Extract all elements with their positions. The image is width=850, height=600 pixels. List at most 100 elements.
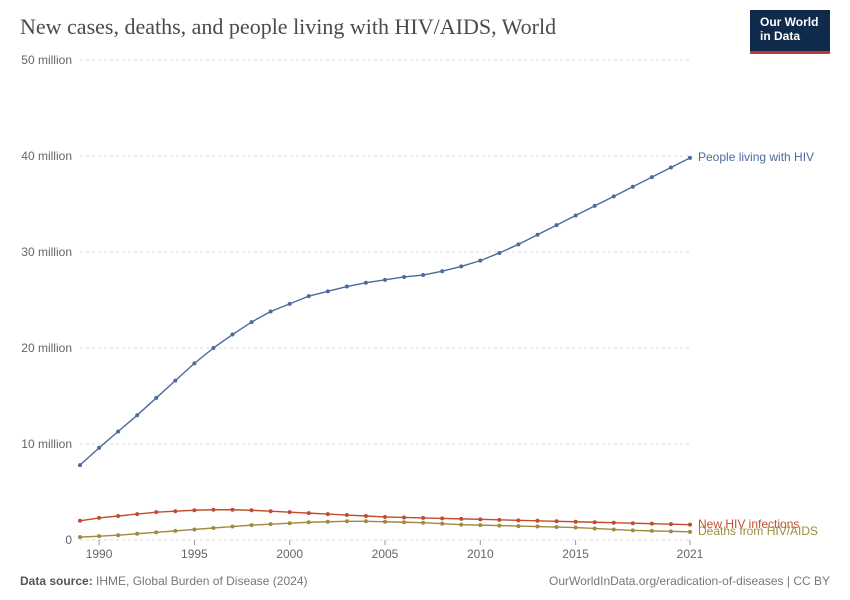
series-marker-people-living-with-hiv — [402, 275, 406, 279]
series-marker-new-hiv-infections — [497, 518, 501, 522]
x-tick-label: 2015 — [562, 547, 589, 561]
series-marker-deaths-from-hiv-aids — [135, 532, 139, 536]
series-line-people-living-with-hiv — [80, 158, 690, 465]
series-marker-deaths-from-hiv-aids — [650, 529, 654, 533]
series-marker-new-hiv-infections — [593, 520, 597, 524]
series-marker-people-living-with-hiv — [135, 413, 139, 417]
footer-right: OurWorldInData.org/eradication-of-diseas… — [549, 574, 830, 588]
series-marker-deaths-from-hiv-aids — [593, 526, 597, 530]
y-tick-label: 30 million — [21, 245, 72, 259]
series-marker-new-hiv-infections — [211, 508, 215, 512]
series-marker-new-hiv-infections — [440, 516, 444, 520]
series-marker-new-hiv-infections — [650, 522, 654, 526]
series-marker-new-hiv-infections — [345, 513, 349, 517]
series-marker-people-living-with-hiv — [307, 294, 311, 298]
x-tick-label: 2021 — [677, 547, 704, 561]
series-marker-deaths-from-hiv-aids — [421, 521, 425, 525]
series-marker-new-hiv-infections — [536, 519, 540, 523]
series-marker-new-hiv-infections — [173, 509, 177, 513]
series-marker-deaths-from-hiv-aids — [440, 522, 444, 526]
series-marker-people-living-with-hiv — [497, 251, 501, 255]
series-marker-people-living-with-hiv — [97, 446, 101, 450]
series-marker-deaths-from-hiv-aids — [459, 523, 463, 527]
series-marker-people-living-with-hiv — [78, 463, 82, 467]
series-marker-people-living-with-hiv — [326, 289, 330, 293]
series-marker-deaths-from-hiv-aids — [173, 529, 177, 533]
series-marker-people-living-with-hiv — [593, 204, 597, 208]
series-marker-new-hiv-infections — [231, 508, 235, 512]
series-marker-people-living-with-hiv — [440, 269, 444, 273]
series-marker-deaths-from-hiv-aids — [345, 519, 349, 523]
series-marker-deaths-from-hiv-aids — [97, 534, 101, 538]
series-marker-new-hiv-infections — [307, 511, 311, 515]
series-marker-people-living-with-hiv — [688, 156, 692, 160]
series-marker-deaths-from-hiv-aids — [555, 525, 559, 529]
series-marker-deaths-from-hiv-aids — [497, 524, 501, 528]
series-marker-people-living-with-hiv — [536, 233, 540, 237]
series-marker-deaths-from-hiv-aids — [688, 530, 692, 534]
x-tick-label: 2000 — [276, 547, 303, 561]
series-marker-people-living-with-hiv — [421, 273, 425, 277]
series-marker-new-hiv-infections — [612, 521, 616, 525]
series-marker-deaths-from-hiv-aids — [288, 521, 292, 525]
series-marker-new-hiv-infections — [135, 512, 139, 516]
y-tick-label: 0 — [65, 533, 72, 547]
series-marker-people-living-with-hiv — [631, 185, 635, 189]
series-marker-deaths-from-hiv-aids — [669, 529, 673, 533]
series-marker-deaths-from-hiv-aids — [116, 533, 120, 537]
chart-svg: 010 million20 million30 million40 millio… — [0, 0, 850, 600]
series-marker-deaths-from-hiv-aids — [269, 522, 273, 526]
series-marker-people-living-with-hiv — [211, 346, 215, 350]
series-marker-deaths-from-hiv-aids — [478, 523, 482, 527]
y-tick-label: 20 million — [21, 341, 72, 355]
series-marker-people-living-with-hiv — [269, 310, 273, 314]
series-marker-new-hiv-infections — [364, 514, 368, 518]
series-marker-people-living-with-hiv — [250, 320, 254, 324]
series-marker-new-hiv-infections — [97, 516, 101, 520]
series-label-deaths-from-hiv-aids: Deaths from HIV/AIDS — [698, 524, 818, 538]
series-marker-deaths-from-hiv-aids — [516, 524, 520, 528]
series-marker-new-hiv-infections — [688, 523, 692, 527]
series-marker-people-living-with-hiv — [173, 379, 177, 383]
series-marker-new-hiv-infections — [192, 508, 196, 512]
series-marker-deaths-from-hiv-aids — [231, 525, 235, 529]
series-marker-people-living-with-hiv — [345, 285, 349, 289]
chart-footer: Data source: IHME, Global Burden of Dise… — [20, 574, 830, 588]
series-marker-people-living-with-hiv — [574, 214, 578, 218]
source-text: IHME, Global Burden of Disease (2024) — [96, 574, 307, 588]
series-marker-new-hiv-infections — [669, 522, 673, 526]
series-marker-people-living-with-hiv — [669, 166, 673, 170]
series-marker-new-hiv-infections — [326, 512, 330, 516]
series-marker-new-hiv-infections — [574, 520, 578, 524]
series-marker-people-living-with-hiv — [231, 333, 235, 337]
x-tick-label: 1995 — [181, 547, 208, 561]
series-marker-deaths-from-hiv-aids — [402, 520, 406, 524]
chart-container: New cases, deaths, and people living wit… — [0, 0, 850, 600]
series-marker-new-hiv-infections — [478, 517, 482, 521]
y-tick-label: 10 million — [21, 437, 72, 451]
series-marker-deaths-from-hiv-aids — [250, 523, 254, 527]
series-marker-new-hiv-infections — [516, 518, 520, 522]
series-marker-deaths-from-hiv-aids — [192, 527, 196, 531]
series-marker-deaths-from-hiv-aids — [326, 520, 330, 524]
series-marker-people-living-with-hiv — [459, 264, 463, 268]
series-marker-people-living-with-hiv — [364, 281, 368, 285]
series-marker-people-living-with-hiv — [650, 175, 654, 179]
series-marker-deaths-from-hiv-aids — [154, 530, 158, 534]
series-marker-people-living-with-hiv — [383, 278, 387, 282]
x-tick-label: 2005 — [372, 547, 399, 561]
series-marker-deaths-from-hiv-aids — [383, 520, 387, 524]
series-label-people-living-with-hiv: People living with HIV — [698, 150, 814, 164]
series-marker-people-living-with-hiv — [516, 242, 520, 246]
series-marker-people-living-with-hiv — [555, 223, 559, 227]
series-marker-people-living-with-hiv — [288, 302, 292, 306]
series-marker-people-living-with-hiv — [116, 430, 120, 434]
x-tick-label: 2010 — [467, 547, 494, 561]
series-marker-new-hiv-infections — [631, 521, 635, 525]
series-marker-new-hiv-infections — [402, 515, 406, 519]
source-label: Data source: — [20, 574, 93, 588]
series-marker-people-living-with-hiv — [612, 194, 616, 198]
series-marker-new-hiv-infections — [269, 509, 273, 513]
series-marker-new-hiv-infections — [421, 516, 425, 520]
series-marker-new-hiv-infections — [78, 519, 82, 523]
